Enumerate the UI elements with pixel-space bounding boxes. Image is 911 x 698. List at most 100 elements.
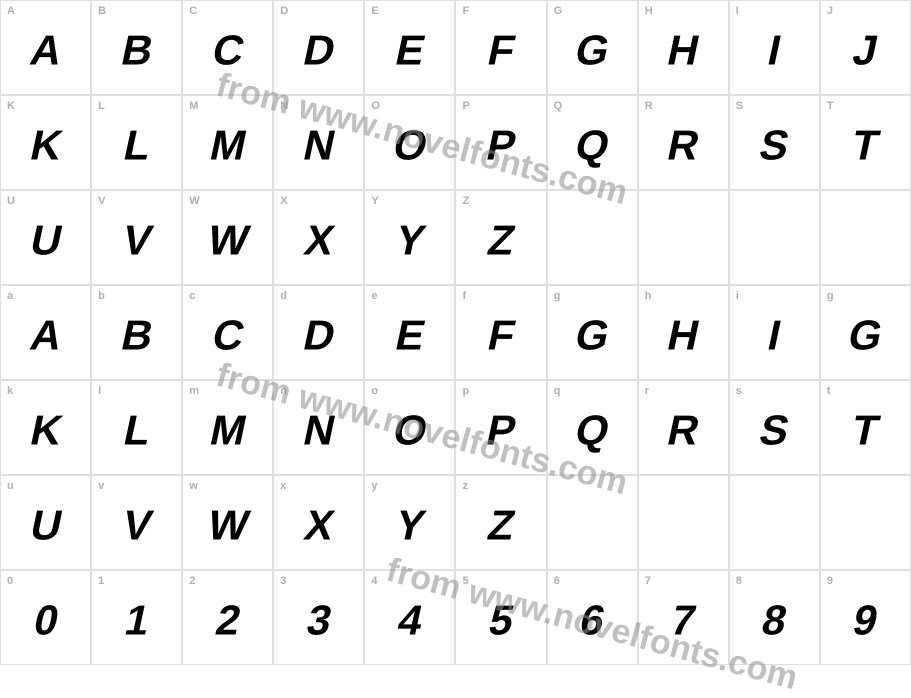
glyph-cell: FF: [455, 0, 546, 95]
glyph-cell: [729, 475, 820, 570]
glyph-cell: OO: [364, 95, 455, 190]
glyph-cell: 55: [455, 570, 546, 665]
glyph-cell: RR: [638, 95, 729, 190]
key-label: L: [98, 100, 105, 112]
glyph-cell: II: [729, 0, 820, 95]
glyph-display: P: [482, 406, 519, 454]
glyph-cell: EE: [364, 0, 455, 95]
glyph-cell: tT: [820, 380, 911, 475]
glyph-display: B: [117, 311, 157, 359]
glyph-display: T: [848, 406, 883, 454]
glyph-display: R: [663, 121, 703, 169]
key-label: 8: [736, 575, 742, 587]
key-label: r: [645, 385, 649, 397]
glyph-display: R: [663, 406, 703, 454]
glyph-display: S: [756, 406, 793, 454]
glyph-display: T: [848, 121, 883, 169]
key-label: u: [7, 480, 14, 492]
glyph-cell: zZ: [455, 475, 546, 570]
key-label: J: [827, 5, 833, 17]
key-label: 9: [827, 575, 833, 587]
character-map-grid: AABBCCDDEEFFGGHHIIJJKKLLMMNNOOPPQQRRSSTT…: [0, 0, 911, 665]
glyph-display: 9: [849, 596, 882, 644]
glyph-display: U: [26, 216, 66, 264]
glyph-cell: xX: [273, 475, 364, 570]
key-label: 1: [98, 575, 104, 587]
glyph-display: B: [117, 26, 157, 74]
key-label: o: [371, 385, 378, 397]
glyph-cell: ZZ: [455, 190, 546, 285]
glyph-cell: [729, 190, 820, 285]
glyph-cell: mM: [182, 380, 273, 475]
glyph-cell: 33: [273, 570, 364, 665]
glyph-display: G: [571, 311, 613, 359]
key-label: d: [280, 290, 287, 302]
glyph-cell: 00: [0, 570, 91, 665]
key-label: a: [7, 290, 13, 302]
key-label: W: [189, 195, 199, 207]
glyph-display: G: [845, 311, 887, 359]
key-label: 7: [645, 575, 651, 587]
key-label: y: [371, 480, 377, 492]
key-label: k: [7, 385, 13, 397]
key-label: c: [189, 290, 195, 302]
key-label: v: [98, 480, 104, 492]
glyph-display: W: [203, 501, 252, 549]
glyph-cell: pP: [455, 380, 546, 475]
glyph-display: A: [26, 26, 66, 74]
glyph-cell: eE: [364, 285, 455, 380]
glyph-display: H: [663, 311, 703, 359]
key-label: D: [280, 5, 288, 17]
glyph-display: S: [756, 121, 793, 169]
glyph-cell: iI: [729, 285, 820, 380]
glyph-cell: 22: [182, 570, 273, 665]
glyph-cell: SS: [729, 95, 820, 190]
glyph-cell: 11: [91, 570, 182, 665]
glyph-display: X: [300, 501, 337, 549]
key-label: p: [462, 385, 469, 397]
glyph-cell: YY: [364, 190, 455, 285]
key-label: P: [462, 100, 469, 112]
glyph-display: 1: [120, 596, 153, 644]
glyph-cell: XX: [273, 190, 364, 285]
key-label: N: [280, 100, 288, 112]
key-label: A: [7, 5, 15, 17]
glyph-cell: 66: [547, 570, 638, 665]
key-label: 3: [280, 575, 286, 587]
glyph-display: D: [299, 311, 339, 359]
glyph-cell: sS: [729, 380, 820, 475]
glyph-display: L: [119, 406, 154, 454]
glyph-display: O: [389, 121, 431, 169]
glyph-display: C: [208, 26, 248, 74]
glyph-cell: MM: [182, 95, 273, 190]
glyph-display: O: [389, 406, 431, 454]
glyph-cell: vV: [91, 475, 182, 570]
glyph-cell: [638, 190, 729, 285]
key-label: E: [371, 5, 378, 17]
key-label: S: [736, 100, 743, 112]
glyph-display: I: [764, 311, 785, 359]
glyph-cell: 99: [820, 570, 911, 665]
glyph-display: W: [203, 216, 252, 264]
key-label: f: [462, 290, 466, 302]
key-label: R: [645, 100, 653, 112]
glyph-cell: 44: [364, 570, 455, 665]
glyph-display: E: [391, 26, 428, 74]
key-label: U: [7, 195, 15, 207]
key-label: 2: [189, 575, 195, 587]
key-label: Q: [554, 100, 563, 112]
glyph-cell: lL: [91, 380, 182, 475]
glyph-cell: BB: [91, 0, 182, 95]
glyph-display: X: [300, 216, 337, 264]
glyph-cell: yY: [364, 475, 455, 570]
key-label: n: [280, 385, 287, 397]
key-label: G: [554, 5, 563, 17]
glyph-display: 7: [667, 596, 700, 644]
glyph-display: Z: [484, 501, 519, 549]
key-label: i: [736, 290, 739, 302]
glyph-cell: nN: [273, 380, 364, 475]
key-label: x: [280, 480, 286, 492]
glyph-cell: rR: [638, 380, 729, 475]
key-label: g: [554, 290, 561, 302]
key-label: Z: [462, 195, 469, 207]
